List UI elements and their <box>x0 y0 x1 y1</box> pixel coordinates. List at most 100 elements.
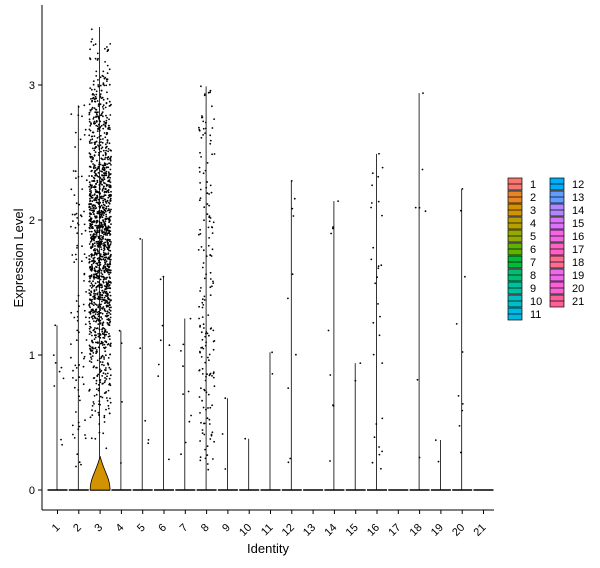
point-cluster-3 <box>90 437 93 440</box>
point-cluster-3 <box>109 215 112 218</box>
point-cluster-3 <box>99 319 102 322</box>
point-cluster-3 <box>91 158 94 161</box>
point-cluster-3 <box>107 297 110 300</box>
point-cluster-14 <box>332 227 334 230</box>
point-cluster-3 <box>92 352 95 354</box>
legend-item-8: 8 <box>507 268 536 282</box>
point-cluster-3 <box>101 322 104 325</box>
point-cluster-2 <box>78 331 80 334</box>
point-cluster-9 <box>221 433 224 435</box>
point-cluster-8 <box>202 323 205 326</box>
point-cluster-3 <box>103 120 105 123</box>
point-cluster-8 <box>203 299 206 301</box>
point-cluster-8 <box>209 142 212 145</box>
point-cluster-8 <box>201 316 204 318</box>
point-cluster-3 <box>89 188 91 191</box>
point-cluster-3 <box>105 102 108 105</box>
point-cluster-3 <box>89 313 92 315</box>
point-cluster-8 <box>197 249 200 251</box>
point-cluster-2 <box>83 272 86 275</box>
point-cluster-3 <box>98 212 100 215</box>
point-cluster-3 <box>107 171 110 174</box>
point-cluster-3 <box>89 322 91 325</box>
point-cluster-18 <box>421 168 424 171</box>
point-cluster-3 <box>96 359 99 362</box>
point-cluster-3 <box>89 109 92 111</box>
point-cluster-3 <box>99 395 102 398</box>
point-cluster-8 <box>199 459 202 462</box>
point-cluster-8 <box>198 199 201 202</box>
point-cluster-3 <box>96 113 98 116</box>
point-cluster-3 <box>101 330 104 333</box>
point-cluster-8 <box>211 232 214 235</box>
point-cluster-2 <box>70 113 73 115</box>
point-cluster-8 <box>198 171 201 173</box>
point-cluster-3 <box>98 136 101 138</box>
point-cluster-8 <box>208 220 211 223</box>
point-cluster-3 <box>106 240 108 242</box>
point-cluster-1 <box>54 324 57 327</box>
point-cluster-3 <box>93 199 96 202</box>
point-cluster-3 <box>91 99 93 102</box>
point-cluster-3 <box>103 248 106 251</box>
point-cluster-3 <box>97 310 100 313</box>
point-cluster-3 <box>108 118 110 121</box>
point-cluster-16 <box>380 264 383 267</box>
point-cluster-3 <box>92 311 94 314</box>
point-cluster-3 <box>90 196 93 199</box>
point-cluster-3 <box>101 167 104 170</box>
point-cluster-3 <box>97 264 99 267</box>
point-cluster-2 <box>73 386 76 389</box>
point-cluster-3 <box>107 314 110 317</box>
point-cluster-8 <box>205 391 208 394</box>
point-cluster-3 <box>90 282 93 285</box>
point-cluster-3 <box>108 412 111 415</box>
point-cluster-8 <box>209 294 212 296</box>
point-cluster-3 <box>99 294 102 296</box>
point-cluster-3 <box>102 149 105 152</box>
point-cluster-3 <box>93 213 95 216</box>
point-cluster-3 <box>100 275 103 278</box>
point-cluster-3 <box>102 70 105 73</box>
point-cluster-3 <box>104 350 107 353</box>
legend-label-20: 20 <box>572 283 584 295</box>
point-cluster-3 <box>103 158 106 161</box>
point-cluster-3 <box>95 286 98 288</box>
point-cluster-3 <box>89 330 91 333</box>
point-cluster-3 <box>90 300 93 303</box>
point-cluster-2 <box>73 194 76 197</box>
point-cluster-2 <box>73 316 76 319</box>
point-cluster-8 <box>200 156 203 158</box>
point-cluster-2 <box>81 245 83 248</box>
point-cluster-2 <box>83 280 85 282</box>
point-cluster-3 <box>99 403 101 406</box>
point-cluster-3 <box>105 378 108 380</box>
x-tick-label-21: 21 <box>471 522 488 539</box>
point-cluster-3 <box>102 127 105 130</box>
point-cluster-3 <box>96 212 99 215</box>
point-cluster-3 <box>88 152 91 155</box>
point-cluster-3 <box>98 379 101 382</box>
point-cluster-3 <box>100 316 102 318</box>
point-cluster-2 <box>81 376 84 379</box>
point-cluster-3 <box>93 100 96 103</box>
point-cluster-2 <box>74 170 77 173</box>
point-cluster-3 <box>88 103 91 106</box>
point-cluster-8 <box>201 116 204 119</box>
point-cluster-3 <box>92 166 95 169</box>
point-cluster-2 <box>80 351 83 354</box>
point-cluster-8 <box>213 440 216 443</box>
point-cluster-3 <box>104 47 106 50</box>
point-cluster-16 <box>378 152 380 155</box>
point-cluster-3 <box>96 168 99 171</box>
point-cluster-3 <box>92 262 95 265</box>
point-cluster-3 <box>106 232 109 235</box>
point-cluster-3 <box>95 334 97 337</box>
point-cluster-3 <box>98 126 100 129</box>
point-cluster-3 <box>106 312 108 315</box>
point-cluster-8 <box>206 181 209 183</box>
point-cluster-11 <box>271 373 274 375</box>
point-cluster-3 <box>104 154 107 156</box>
